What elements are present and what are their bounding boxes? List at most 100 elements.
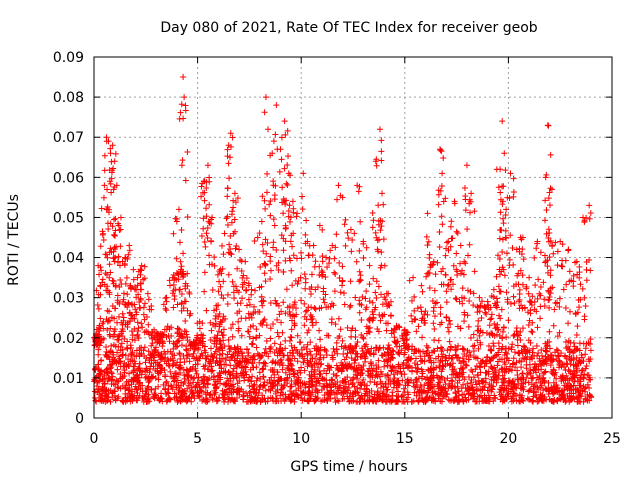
data-point xyxy=(542,358,549,365)
data-point xyxy=(342,362,349,369)
data-point xyxy=(316,272,323,279)
data-point xyxy=(115,336,122,343)
data-point xyxy=(130,276,137,283)
data-point xyxy=(190,355,197,362)
data-point xyxy=(526,387,533,394)
data-point xyxy=(574,271,581,278)
data-point xyxy=(105,394,112,401)
data-point xyxy=(354,366,361,373)
data-point xyxy=(224,291,231,298)
data-point xyxy=(278,386,285,393)
data-point xyxy=(563,397,570,404)
data-point xyxy=(342,242,349,249)
data-point xyxy=(319,375,326,382)
data-point xyxy=(268,374,275,381)
data-point xyxy=(111,232,118,239)
data-point xyxy=(248,291,255,298)
data-point xyxy=(256,386,263,393)
data-point xyxy=(478,360,485,367)
data-point xyxy=(297,369,304,376)
data-point xyxy=(365,316,372,323)
data-point xyxy=(448,397,455,404)
data-point xyxy=(435,201,442,208)
data-point xyxy=(246,314,253,321)
data-point xyxy=(501,272,508,279)
data-point xyxy=(274,300,281,307)
data-point xyxy=(493,273,500,280)
data-point xyxy=(174,359,181,366)
data-point xyxy=(576,304,583,311)
data-point xyxy=(417,304,424,311)
data-point xyxy=(271,340,278,347)
data-point xyxy=(503,289,510,296)
data-point xyxy=(408,312,415,319)
data-point xyxy=(372,304,379,311)
data-point xyxy=(362,295,369,302)
data-point xyxy=(328,376,335,383)
data-point xyxy=(378,291,385,298)
data-point xyxy=(155,349,162,356)
data-point xyxy=(214,271,221,278)
data-point xyxy=(379,190,386,197)
data-point xyxy=(235,350,242,357)
data-point xyxy=(158,390,165,397)
data-point xyxy=(275,259,282,266)
data-point xyxy=(570,283,577,290)
data-point xyxy=(373,234,380,241)
data-point xyxy=(267,345,274,352)
data-point xyxy=(238,268,245,275)
data-point xyxy=(494,362,501,369)
data-point xyxy=(337,389,344,396)
data-point xyxy=(425,269,432,276)
data-point xyxy=(149,340,156,347)
data-point xyxy=(95,291,102,298)
data-point xyxy=(127,342,134,349)
data-point xyxy=(284,375,291,382)
data-point xyxy=(548,352,555,359)
data-point xyxy=(554,397,561,404)
data-point xyxy=(548,186,555,193)
data-point xyxy=(332,321,339,328)
data-point xyxy=(150,363,157,370)
data-point xyxy=(216,310,223,317)
data-point xyxy=(447,223,454,230)
data-point xyxy=(243,302,250,309)
data-point xyxy=(152,375,159,382)
data-point xyxy=(532,282,539,289)
data-point xyxy=(519,325,526,332)
data-point xyxy=(493,295,500,302)
data-point xyxy=(460,381,467,388)
data-point xyxy=(137,280,144,287)
data-point xyxy=(279,366,286,373)
data-point xyxy=(360,240,367,247)
data-point xyxy=(253,398,260,405)
data-point xyxy=(275,267,282,274)
data-point xyxy=(208,237,215,244)
data-point xyxy=(105,374,112,381)
data-point xyxy=(430,383,437,390)
data-point xyxy=(234,310,241,317)
data-point xyxy=(235,325,242,332)
data-point xyxy=(545,238,552,245)
data-point xyxy=(499,356,506,363)
data-point xyxy=(437,304,444,311)
data-point xyxy=(290,312,297,319)
x-tick-label: 10 xyxy=(292,431,310,447)
data-point xyxy=(340,290,347,297)
y-tick-label: 0.07 xyxy=(53,130,84,146)
data-point xyxy=(483,398,490,405)
data-point xyxy=(336,366,343,373)
data-point xyxy=(308,271,315,278)
data-point xyxy=(357,395,364,402)
data-point xyxy=(515,382,522,389)
data-point xyxy=(363,288,370,295)
data-point xyxy=(215,288,222,295)
data-point xyxy=(224,300,231,307)
data-point xyxy=(240,396,247,403)
data-point xyxy=(437,385,444,392)
data-point xyxy=(438,182,445,189)
data-point xyxy=(562,353,569,360)
data-point xyxy=(353,342,360,349)
data-point xyxy=(359,334,366,341)
data-point xyxy=(256,230,263,237)
